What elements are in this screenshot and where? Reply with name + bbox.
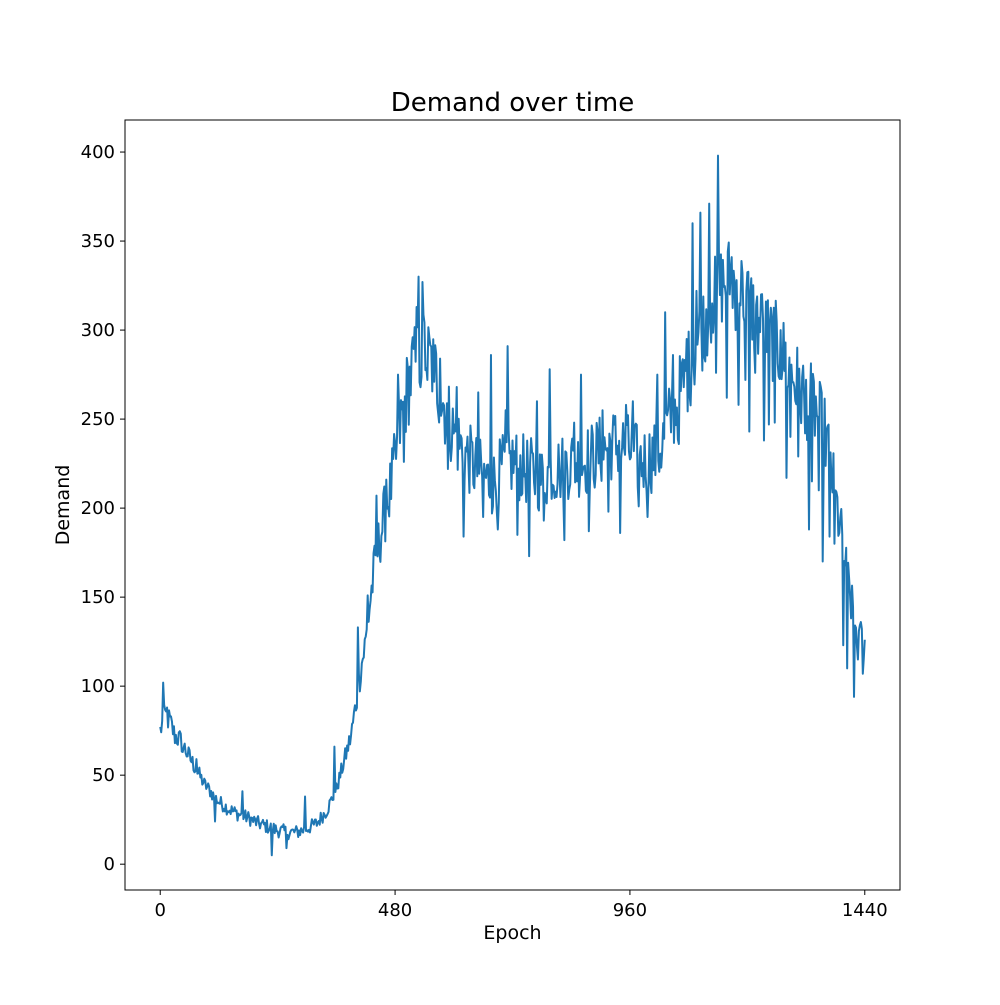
plot-frame — [124, 119, 901, 891]
y-tick-label: 100 — [81, 676, 115, 697]
y-tick-label: 0 — [104, 854, 115, 875]
y-axis: 0 50 100 150 200 250 300 350 400 — [81, 142, 125, 875]
plot-area — [125, 120, 900, 890]
x-tick-label: 1440 — [842, 900, 888, 921]
y-tick-label: 200 — [81, 498, 115, 519]
y-tick-label: 50 — [92, 765, 115, 786]
x-tick-label: 0 — [155, 900, 166, 921]
chart-title: Demand over time — [391, 88, 635, 118]
y-tick-label: 250 — [81, 409, 115, 430]
y-tick-label: 400 — [81, 142, 115, 163]
y-tick-label: 150 — [81, 587, 115, 608]
x-axis: 0 480 960 1440 — [155, 890, 888, 921]
x-tick-label: 480 — [378, 900, 412, 921]
y-tick-label: 350 — [81, 231, 115, 252]
x-tick-label: 960 — [613, 900, 647, 921]
y-tick-label: 300 — [81, 320, 115, 341]
x-axis-label: Epoch — [483, 922, 541, 944]
demand-series-line — [159, 154, 866, 857]
y-axis-label: Demand — [52, 465, 74, 546]
series-layer — [159, 154, 866, 857]
